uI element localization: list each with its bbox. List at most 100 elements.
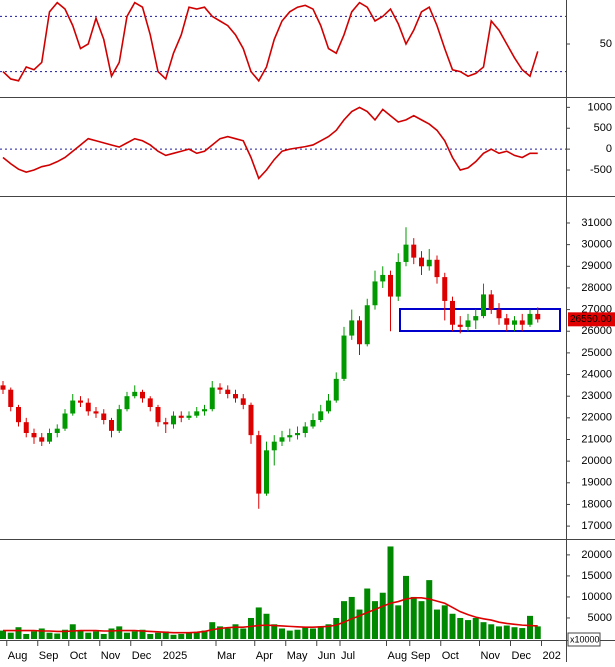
candle-body bbox=[116, 409, 122, 431]
candle-body bbox=[357, 320, 362, 345]
volume-bar bbox=[519, 628, 526, 639]
candle-body bbox=[178, 415, 184, 418]
candle-body bbox=[395, 261, 401, 297]
candle-body bbox=[535, 313, 541, 320]
unit-label: x10000 bbox=[570, 634, 600, 644]
volume-bar bbox=[240, 628, 247, 639]
y-tick-label: 1000 bbox=[588, 101, 612, 113]
x-tick-label: Aug bbox=[8, 650, 28, 662]
candle-body bbox=[380, 274, 386, 282]
volume-bar bbox=[248, 617, 254, 639]
candle-body bbox=[54, 428, 60, 433]
volume-bar bbox=[224, 628, 231, 639]
volume-bar bbox=[186, 632, 192, 639]
candle-body bbox=[163, 422, 169, 425]
y-tick-label: 50 bbox=[600, 38, 612, 50]
x-tick-label: Jun bbox=[318, 650, 336, 662]
x-tick-label: Sep bbox=[39, 650, 59, 662]
candle-body bbox=[457, 324, 463, 327]
y-tick-label: 20000 bbox=[581, 549, 612, 561]
candle-body bbox=[147, 398, 153, 408]
y-tick-label: 17000 bbox=[581, 520, 612, 532]
candle-body bbox=[140, 391, 145, 399]
y-tick-label: 26000 bbox=[581, 325, 612, 337]
y-tick-label: 30000 bbox=[581, 239, 612, 251]
candle-body bbox=[426, 259, 432, 267]
candle-body bbox=[194, 411, 200, 416]
candle-body bbox=[124, 396, 130, 410]
x-tick-label: Oct bbox=[442, 650, 459, 662]
candle-body bbox=[504, 318, 510, 325]
volume-bar bbox=[263, 613, 270, 639]
y-tick-label: 18000 bbox=[581, 498, 612, 510]
candle-body bbox=[209, 387, 215, 410]
candle-body bbox=[233, 394, 238, 399]
y-tick-label: 0 bbox=[606, 143, 612, 155]
y-tick-label: -500 bbox=[590, 164, 612, 176]
volume-bar bbox=[193, 631, 200, 639]
volume-bar bbox=[426, 580, 433, 639]
candle-body bbox=[47, 432, 52, 442]
candle-body bbox=[16, 407, 21, 423]
candle-body bbox=[78, 400, 83, 403]
volume-bar bbox=[201, 630, 208, 639]
volume-bar bbox=[503, 625, 510, 639]
candle-body bbox=[271, 441, 277, 451]
volume-bar bbox=[387, 546, 394, 639]
candle-body bbox=[240, 398, 246, 405]
y-tick-label: 10000 bbox=[581, 591, 612, 603]
candle-body bbox=[419, 257, 424, 267]
volume-bar bbox=[279, 628, 285, 639]
y-tick-label: 21000 bbox=[581, 433, 612, 445]
x-tick-label: Jul bbox=[341, 650, 355, 662]
candle-body bbox=[434, 259, 440, 278]
y-tick-label: 31000 bbox=[581, 217, 612, 229]
candle-body bbox=[155, 407, 161, 423]
volume-bar bbox=[31, 631, 37, 639]
volume-bar bbox=[162, 631, 169, 639]
volume-bar bbox=[77, 630, 84, 639]
volume-bar bbox=[217, 626, 223, 639]
candle-body bbox=[488, 294, 494, 310]
candle-body bbox=[326, 400, 331, 412]
candle-body bbox=[264, 450, 269, 494]
volume-bar bbox=[511, 627, 518, 639]
candle-body bbox=[186, 415, 192, 418]
candle-body bbox=[333, 378, 339, 401]
candle-body bbox=[93, 411, 99, 414]
volume-bar bbox=[116, 626, 123, 639]
volume-bar bbox=[7, 632, 14, 639]
unit-box bbox=[567, 632, 601, 647]
x-tick-label: Nov bbox=[481, 650, 501, 662]
volume-bar bbox=[372, 601, 378, 639]
volume-bar bbox=[62, 629, 68, 639]
volume-bar bbox=[54, 633, 61, 639]
line bbox=[2, 1, 539, 83]
candle-body bbox=[202, 409, 207, 412]
volume-bar bbox=[139, 629, 146, 639]
volume-bar bbox=[255, 607, 262, 639]
candle-body bbox=[8, 389, 14, 408]
volume-bar bbox=[434, 609, 440, 639]
volume-bar bbox=[271, 624, 278, 639]
y-tick-label: 500 bbox=[594, 122, 612, 134]
candle-body bbox=[403, 244, 409, 262]
candle-body bbox=[512, 320, 517, 325]
candle-body bbox=[481, 294, 486, 317]
y-tick-label: 24000 bbox=[581, 368, 612, 380]
candle-body bbox=[0, 385, 6, 390]
volume-bar bbox=[465, 620, 471, 639]
volume-bar bbox=[46, 632, 53, 639]
x-tick-label: Nov bbox=[101, 650, 121, 662]
volume-bar bbox=[155, 632, 161, 639]
candle-body bbox=[248, 404, 254, 436]
candle-body bbox=[302, 426, 308, 433]
volume-bar bbox=[410, 596, 417, 639]
y-tick-label: 15000 bbox=[581, 570, 612, 582]
candle-body bbox=[62, 413, 68, 429]
candle-body bbox=[364, 305, 370, 345]
candle-body bbox=[295, 432, 300, 436]
candle-body bbox=[372, 281, 378, 306]
volume-bar bbox=[457, 617, 464, 639]
candle-body bbox=[217, 387, 223, 390]
